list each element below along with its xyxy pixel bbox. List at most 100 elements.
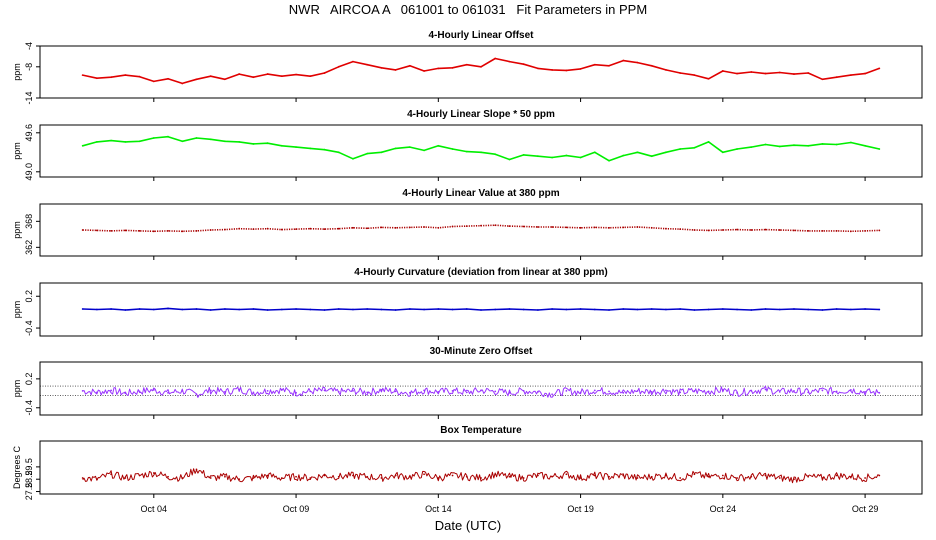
data-point	[309, 75, 312, 78]
data-point	[480, 224, 482, 227]
data-point	[81, 229, 84, 231]
data-point	[636, 477, 639, 479]
y-tick-label: -8	[24, 63, 34, 71]
data-point	[266, 227, 269, 230]
y-tick-label: 368	[24, 214, 34, 229]
data-point	[593, 474, 596, 477]
panel-6: Box Temperature Degrees C 29.528.527.5 Oct …	[12, 425, 923, 514]
data-point	[622, 154, 625, 157]
panel-title: Box Temperature	[440, 425, 522, 436]
data-point	[480, 389, 482, 392]
data-point	[537, 67, 539, 70]
panel-frame	[39, 440, 923, 495]
y-tick-label: 362	[24, 240, 34, 255]
data-point	[679, 477, 682, 479]
data-point	[537, 226, 539, 228]
data-point	[465, 308, 468, 310]
data-point	[366, 391, 369, 394]
data-point	[480, 65, 482, 68]
data-point	[408, 64, 411, 67]
panel-title: 4-Hourly Linear Offset	[428, 30, 534, 41]
data-point	[835, 308, 838, 310]
data-point	[608, 475, 610, 478]
data-point	[778, 229, 781, 231]
data-point	[622, 308, 625, 310]
data-point	[138, 308, 141, 310]
data-point	[152, 389, 155, 391]
data-point	[736, 308, 738, 311]
x-tick-label: Oct 24	[710, 504, 737, 514]
data-point	[807, 391, 810, 394]
data-point	[793, 390, 795, 392]
data-point	[437, 144, 440, 147]
series-line	[82, 468, 880, 484]
data-point	[593, 63, 596, 66]
data-point	[537, 309, 539, 311]
data-point	[494, 390, 497, 393]
data-point	[152, 137, 155, 139]
data-point	[352, 60, 354, 63]
data-point	[693, 74, 696, 77]
data-point	[423, 149, 425, 152]
data-point	[266, 142, 269, 145]
data-point	[736, 148, 738, 150]
data-point	[209, 309, 212, 311]
data-point	[96, 77, 98, 80]
data-point	[280, 144, 283, 147]
data-point	[551, 226, 554, 228]
data-point	[807, 144, 810, 147]
panel-title: 4-Hourly Linear Slope * 50 ppm	[407, 109, 555, 120]
data-point	[81, 308, 84, 310]
data-point	[579, 226, 582, 229]
data-point	[693, 473, 696, 476]
data-point	[679, 148, 682, 150]
data-point	[380, 151, 383, 154]
data-point	[280, 477, 283, 479]
data-point	[423, 473, 425, 476]
data-point	[81, 390, 84, 392]
data-point	[224, 228, 226, 231]
data-point	[252, 142, 255, 145]
data-point	[494, 57, 497, 60]
data-point	[124, 74, 127, 77]
data-point	[280, 228, 283, 231]
data-point	[266, 390, 269, 392]
data-point	[835, 229, 838, 232]
data-point	[138, 390, 141, 393]
data-point	[707, 141, 710, 143]
x-tick-label: Oct 09	[283, 504, 310, 514]
data-point	[352, 308, 354, 311]
data-point	[295, 308, 297, 310]
data-point	[465, 391, 468, 394]
data-point	[138, 474, 141, 477]
data-point	[551, 475, 554, 478]
data-point	[522, 308, 525, 311]
data-point	[451, 474, 454, 477]
data-point	[593, 226, 596, 229]
data-point	[437, 390, 440, 393]
data-point	[451, 225, 454, 228]
data-point	[337, 308, 340, 310]
data-point	[181, 477, 184, 479]
data-point	[522, 63, 525, 66]
data-point	[337, 151, 340, 154]
y-tick-label: 28.5	[24, 470, 34, 488]
data-point	[167, 307, 169, 310]
data-point	[537, 155, 539, 158]
data-point	[309, 308, 312, 311]
data-point	[224, 390, 226, 393]
data-point	[110, 389, 113, 392]
data-point	[209, 389, 212, 392]
data-point	[565, 473, 568, 476]
data-point	[878, 229, 881, 232]
data-point	[252, 76, 255, 79]
data-point	[522, 390, 525, 392]
data-point	[110, 76, 113, 79]
data-point	[793, 308, 795, 310]
data-point	[565, 154, 568, 157]
data-point	[707, 229, 710, 232]
data-point	[96, 308, 98, 311]
data-point	[650, 308, 653, 310]
data-point	[366, 152, 369, 155]
data-point	[579, 308, 582, 310]
